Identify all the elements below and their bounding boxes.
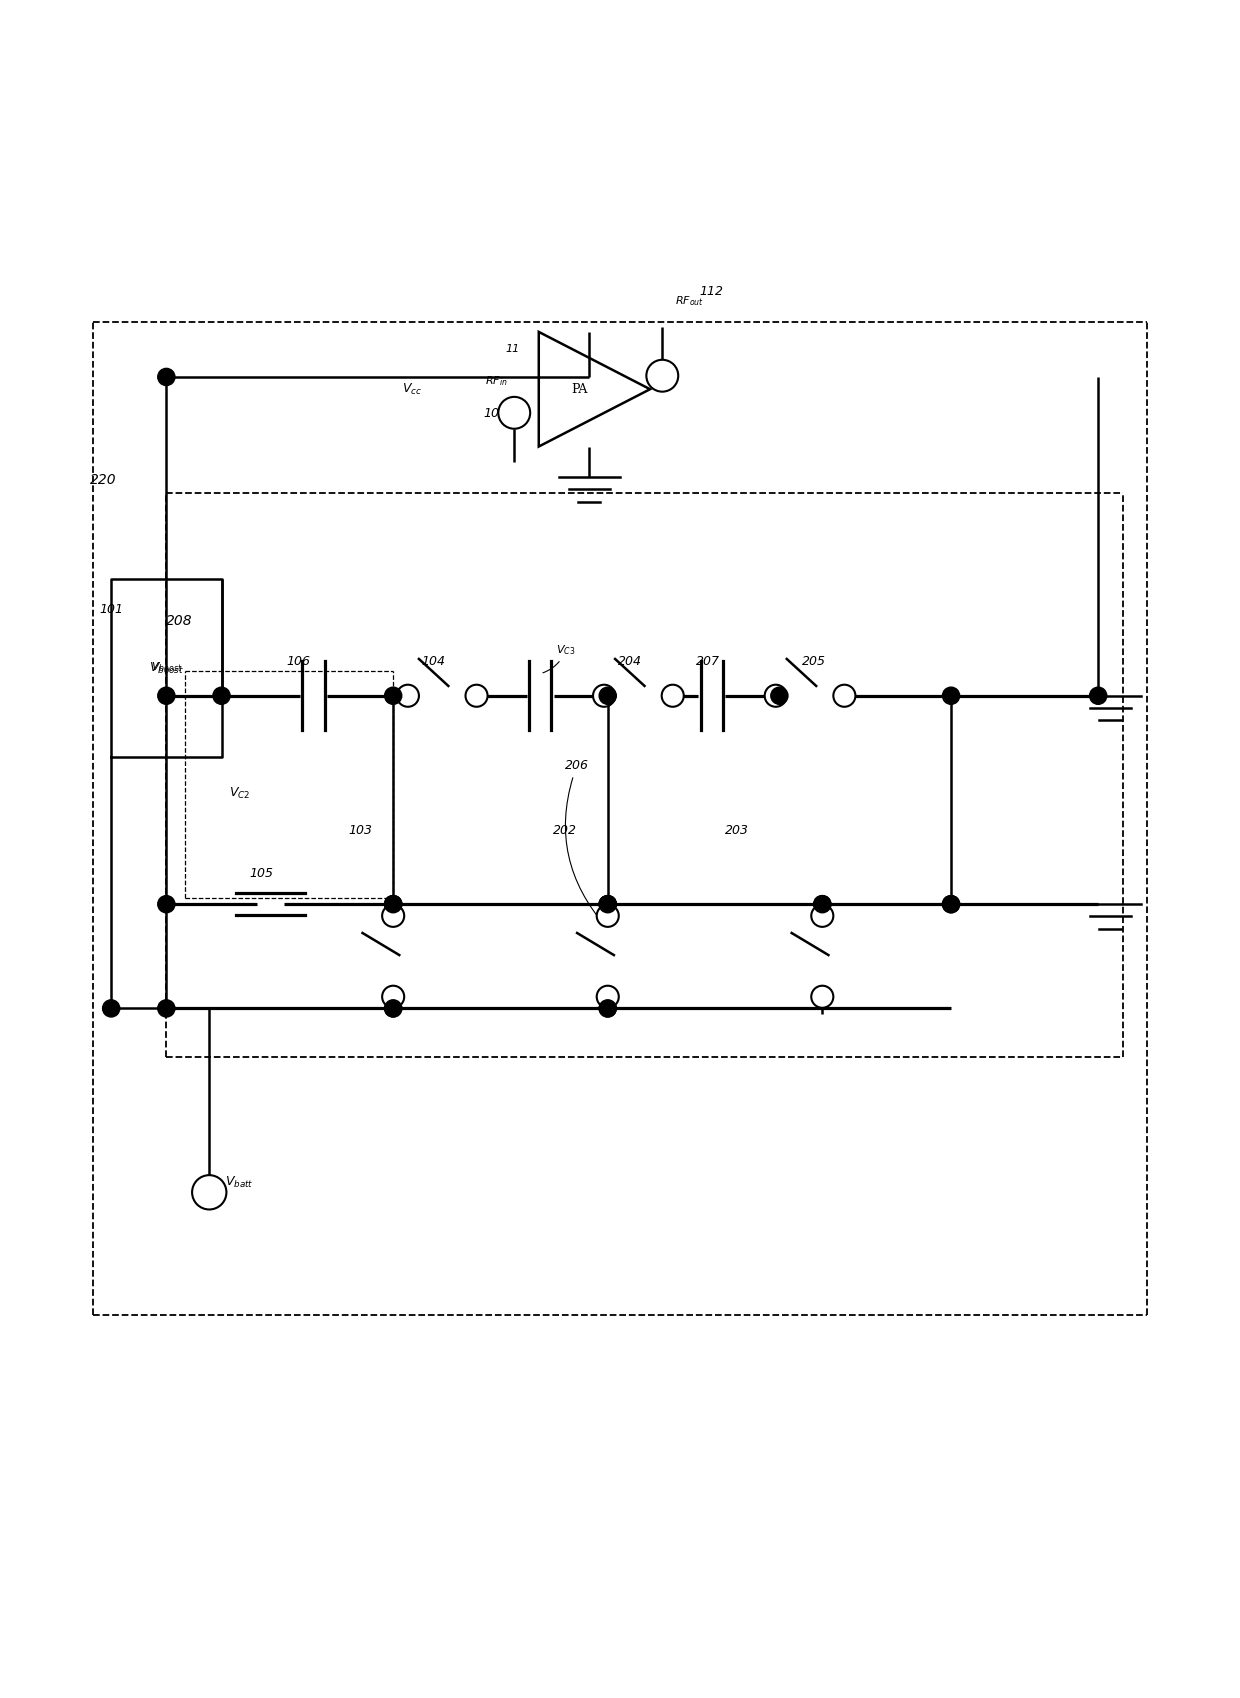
Text: 208: 208: [166, 615, 193, 628]
Circle shape: [942, 895, 960, 914]
Circle shape: [1090, 688, 1107, 705]
Text: 103: 103: [348, 824, 372, 837]
Circle shape: [498, 397, 531, 430]
Circle shape: [384, 895, 402, 914]
Circle shape: [157, 368, 175, 385]
Text: PA: PA: [572, 382, 588, 396]
Circle shape: [599, 1000, 616, 1017]
Text: 104: 104: [422, 654, 445, 667]
Text: 205: 205: [802, 654, 826, 667]
Circle shape: [157, 895, 175, 914]
Text: 204: 204: [618, 654, 642, 667]
Text: $V_{C3}$: $V_{C3}$: [543, 644, 575, 672]
Circle shape: [382, 905, 404, 927]
Circle shape: [833, 684, 856, 706]
Circle shape: [599, 895, 616, 914]
Circle shape: [599, 1000, 616, 1017]
Text: 203: 203: [724, 824, 749, 837]
Circle shape: [646, 360, 678, 392]
Circle shape: [593, 684, 615, 706]
Circle shape: [771, 688, 787, 705]
Circle shape: [382, 987, 404, 1009]
Text: $V_{boost}$: $V_{boost}$: [149, 661, 184, 676]
Text: $V_{batt}$: $V_{batt}$: [226, 1175, 254, 1190]
Text: $V_{cc}$: $V_{cc}$: [402, 382, 422, 397]
Text: $V_{boost}$: $V_{boost}$: [150, 661, 182, 674]
Circle shape: [599, 688, 616, 705]
Text: $RF_{in}$: $RF_{in}$: [485, 375, 508, 389]
Text: 207: 207: [697, 654, 720, 667]
Circle shape: [599, 895, 616, 914]
Circle shape: [813, 895, 831, 914]
Circle shape: [596, 987, 619, 1009]
Circle shape: [157, 1000, 175, 1017]
Circle shape: [384, 895, 402, 914]
Text: 106: 106: [286, 654, 311, 667]
Circle shape: [157, 688, 175, 705]
Circle shape: [213, 688, 231, 705]
Text: $RF_{out}$: $RF_{out}$: [675, 294, 703, 309]
Text: 112: 112: [699, 285, 724, 297]
Circle shape: [942, 895, 960, 914]
Circle shape: [942, 688, 960, 705]
Text: 206: 206: [565, 759, 606, 927]
Text: 101: 101: [99, 603, 123, 616]
Text: 105: 105: [249, 866, 274, 880]
Text: 102: 102: [484, 408, 507, 419]
Circle shape: [103, 1000, 120, 1017]
Circle shape: [397, 684, 419, 706]
Circle shape: [599, 895, 616, 914]
Text: 11: 11: [505, 343, 520, 353]
Circle shape: [811, 905, 833, 927]
Circle shape: [192, 1175, 227, 1209]
Circle shape: [384, 688, 402, 705]
Circle shape: [813, 895, 831, 914]
Circle shape: [662, 684, 683, 706]
Circle shape: [384, 1000, 402, 1017]
Circle shape: [765, 684, 786, 706]
Circle shape: [596, 905, 619, 927]
Text: 202: 202: [553, 824, 577, 837]
Circle shape: [384, 895, 402, 914]
Text: 220: 220: [91, 474, 117, 487]
Text: $V_{C2}$: $V_{C2}$: [229, 786, 250, 801]
Circle shape: [811, 987, 833, 1009]
Circle shape: [465, 684, 487, 706]
Circle shape: [384, 1000, 402, 1017]
